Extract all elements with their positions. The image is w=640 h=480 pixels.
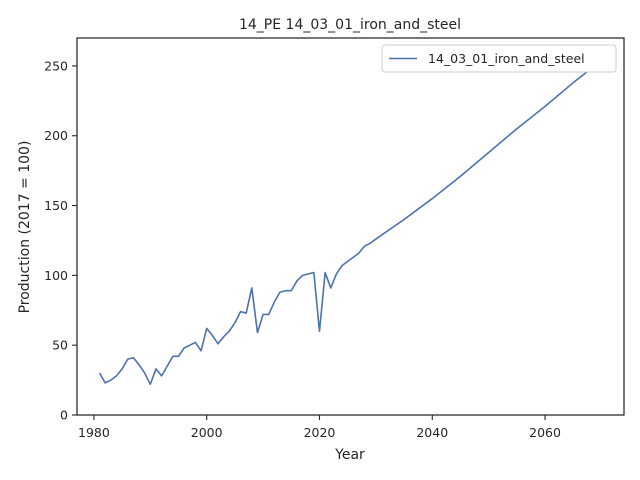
plot-area bbox=[76, 37, 625, 416]
x-axis-ticks: 1980 2000 2020 2040 2060 bbox=[78, 415, 561, 440]
chart-title: 14_PE 14_03_01_iron_and_steel bbox=[239, 17, 461, 33]
y-tick-label: 250 bbox=[44, 58, 68, 73]
x-axis-label: Year bbox=[334, 447, 365, 463]
y-tick-label: 200 bbox=[44, 128, 68, 143]
legend-box bbox=[381, 44, 617, 73]
x-tick-label: 2060 bbox=[529, 425, 561, 440]
y-tick-label: 100 bbox=[44, 268, 68, 283]
y-tick-label: 0 bbox=[60, 408, 68, 423]
plot-frame bbox=[76, 37, 625, 416]
x-tick-label: 2040 bbox=[416, 425, 448, 440]
legend: 14_03_01_iron_and_steel bbox=[381, 44, 617, 73]
y-tick-label: 50 bbox=[52, 338, 68, 353]
x-tick-label: 2000 bbox=[191, 425, 223, 440]
legend-label: 14_03_01_iron_and_steel bbox=[428, 51, 585, 66]
y-tick-label: 150 bbox=[44, 198, 68, 213]
y-axis-label: Production (2017 = 100) bbox=[17, 141, 33, 314]
y-axis-ticks: 0 50 100 150 200 250 bbox=[44, 58, 77, 423]
x-tick-label: 2020 bbox=[304, 425, 336, 440]
x-tick-label: 1980 bbox=[78, 425, 110, 440]
series-line-0 bbox=[98, 55, 608, 386]
